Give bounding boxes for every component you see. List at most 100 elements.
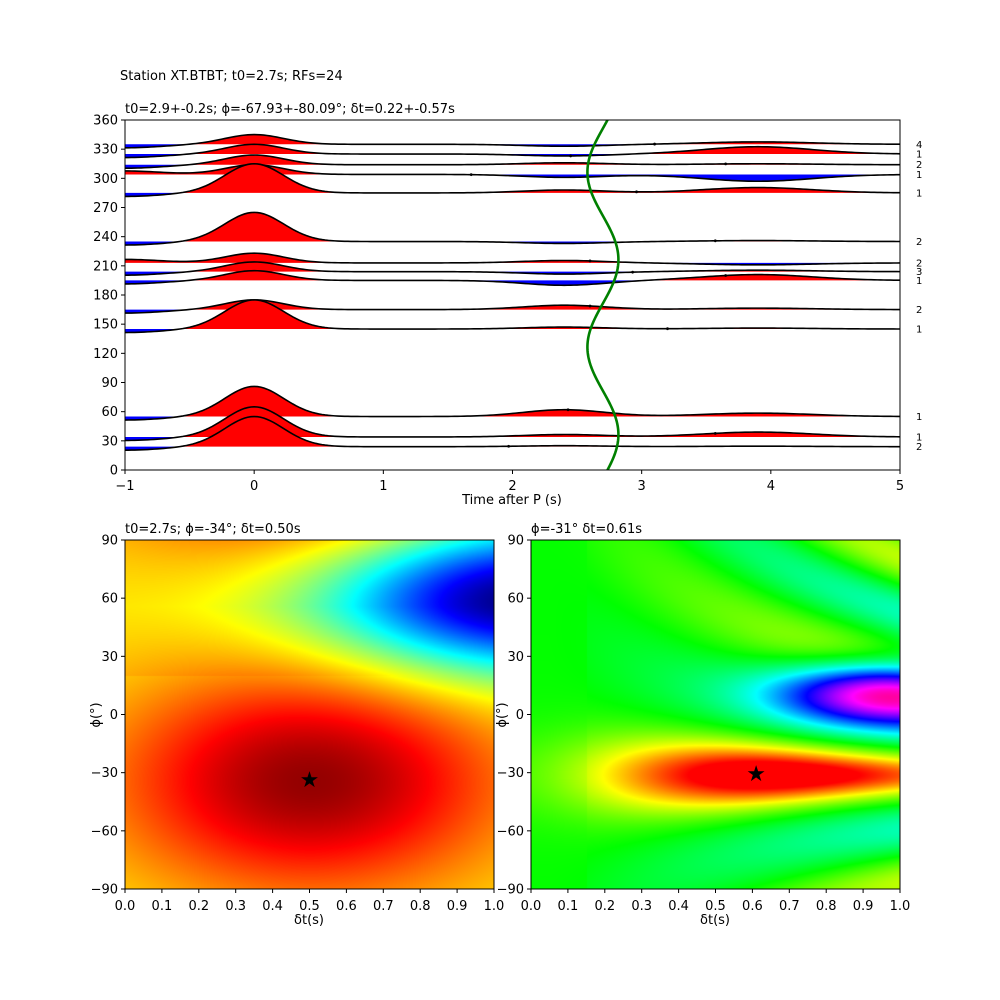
rf-xtick-label: 3	[638, 479, 646, 494]
rf-trace-line	[125, 143, 900, 159]
rf-count-label: 3	[916, 267, 922, 278]
rf-ytick-label: 360	[93, 114, 118, 129]
right-map-ytick-label: 30	[507, 650, 524, 665]
rf-trace-line	[125, 162, 900, 198]
rf-trace-line	[125, 154, 900, 170]
receiver-function-panel: t0=2.9+-0.2s; ϕ=-67.93+-80.09°; δt=0.22+…	[93, 102, 922, 508]
left-map-xtick-label: 0.9	[447, 899, 468, 914]
rf-xtick-label: −1	[115, 479, 134, 494]
right-map-ytick-label: −90	[497, 883, 524, 898]
right-map-xtick-label: 0.1	[558, 899, 579, 914]
t0-curve	[586, 120, 620, 470]
energy-map-left-panel: t0=2.7s; ϕ=-34°; δt=0.50s ★ 0.0 0.1 0.2 0.3…	[89, 522, 504, 928]
left-map-ytick-label: 90	[101, 534, 118, 549]
left-map-xtick-label: 0.7	[373, 899, 394, 914]
rf-pick-marker	[713, 431, 717, 435]
left-map-ytick-label: 60	[101, 592, 118, 607]
rf-xtick-label: 1	[379, 479, 387, 494]
energy-map-right-panel: ϕ=-31° δt=0.61s ★ 0.0 0.1 0.2 0.3 0.4 0.5 0.6 0…	[495, 522, 910, 928]
rf-positive-fill	[125, 253, 900, 263]
rf-trace-line	[125, 269, 900, 287]
rf-pick-marker	[588, 259, 592, 263]
rf-pick-marker	[507, 444, 511, 448]
left-heatmap-canvas	[125, 540, 494, 889]
left-map-ytick-label: −90	[91, 883, 118, 898]
rf-xtick-label: 5	[896, 479, 904, 494]
rf-positive-fill	[125, 212, 900, 242]
rf-pick-marker	[653, 142, 656, 146]
right-map-ytick-label: 60	[507, 592, 524, 607]
rf-count-label: 2	[916, 442, 922, 453]
rf-negative-fill	[125, 174, 900, 182]
left-map-ylabel: ϕ(°)	[89, 702, 104, 727]
rf-trace-line	[125, 299, 900, 334]
rf-positive-fill	[125, 144, 900, 155]
rf-negative-fill	[125, 329, 900, 333]
right-map-xtick-label: 0.3	[631, 899, 652, 914]
right-map-title: ϕ=-31° δt=0.61s	[531, 522, 642, 537]
right-map-xtick-label: 0.4	[668, 899, 689, 914]
left-map-xtick-label: 0.6	[336, 899, 357, 914]
rf-pick-marker	[569, 154, 573, 158]
best-fit-star-right: ★	[746, 762, 766, 787]
rf-count-label: 1	[916, 150, 922, 161]
left-map-xtick-label: 0.8	[410, 899, 431, 914]
right-map-xtick-label: 0.0	[521, 899, 542, 914]
left-map-xtick-label: 0.3	[225, 899, 246, 914]
rf-ytick-label: 90	[101, 376, 118, 391]
rf-pick-marker	[724, 274, 728, 277]
rf-ytick-label: 60	[101, 405, 118, 420]
rf-ytick-label: 270	[93, 201, 118, 216]
left-map-xtick-label: 0.2	[188, 899, 209, 914]
right-map-ticks: 0.0 0.1 0.2 0.3 0.4 0.5 0.6 0.7 0.8 0.9 1.0 −90 −60 −…	[497, 534, 911, 915]
rf-traces	[125, 120, 900, 470]
rf-pick-marker	[724, 162, 728, 166]
rf-positive-fill	[125, 270, 900, 281]
right-map-xtick-label: 0.7	[779, 899, 800, 914]
right-map-xtick-label: 1.0	[890, 899, 911, 914]
left-map-ticks: 0.0 0.1 0.2 0.3 0.4 0.5 0.6 0.7 0.8 0.9 1.0 −90 −60 −…	[91, 534, 505, 915]
left-map-ytick-label: 0	[110, 708, 118, 723]
rf-count-label: 2	[916, 258, 922, 269]
left-map-xlabel: δt(s)	[294, 913, 324, 928]
rf-positive-fill	[125, 163, 900, 193]
rf-count-label: 4	[916, 140, 922, 151]
rf-ytick-label: 120	[93, 347, 118, 362]
rf-xtick-label: 4	[767, 479, 775, 494]
rf-count-label: 1	[916, 170, 922, 181]
right-map-ytick-label: 0	[516, 708, 524, 723]
rf-ytick-label: 150	[93, 318, 118, 333]
rf-count-label: 1	[916, 412, 922, 423]
rf-trace-line	[125, 415, 900, 451]
left-map-xtick-label: 0.0	[115, 899, 136, 914]
rf-pick-marker	[566, 408, 570, 412]
rf-ytick-label: 30	[101, 434, 118, 449]
rf-trace-line	[125, 133, 900, 149]
left-map-xtick-label: 0.4	[262, 899, 283, 914]
rf-pick-marker	[666, 327, 669, 331]
right-map-ytick-label: −60	[497, 824, 524, 839]
left-map-xtick-label: 1.0	[484, 899, 505, 914]
rf-count-label: 1	[916, 188, 922, 199]
rf-ytick-label: 210	[93, 259, 118, 274]
right-map-xtick-label: 0.8	[816, 899, 837, 914]
rf-title: t0=2.9+-0.2s; ϕ=-67.93+-80.09°; δt=0.22+…	[125, 102, 455, 117]
rf-ytick-label: 330	[93, 143, 118, 158]
rf-negative-fill	[125, 280, 900, 286]
rf-y-ticks: 0 30 60 90 120 150 180 210 240 270 300 330 360	[93, 114, 125, 479]
right-map-xtick-label: 0.6	[742, 899, 763, 914]
rf-trace-line	[125, 211, 900, 246]
rf-positive-fill	[125, 406, 900, 437]
right-map-xlabel: δt(s)	[700, 913, 730, 928]
rf-negative-fill	[125, 446, 900, 451]
rf-pick-marker	[635, 190, 638, 194]
right-map-ytick-label: −30	[497, 766, 524, 781]
rf-ytick-label: 0	[110, 464, 118, 479]
rf-trace-line	[125, 261, 900, 276]
left-map-xtick-label: 0.5	[299, 899, 320, 914]
rf-count-label: 2	[916, 305, 922, 316]
rf-count-label: 1	[916, 325, 922, 336]
rf-x-ticks: −1 0 1 2 3 4 5	[115, 470, 904, 494]
rf-xtick-label: 2	[508, 479, 516, 494]
rf-count-label: 2	[916, 160, 922, 171]
